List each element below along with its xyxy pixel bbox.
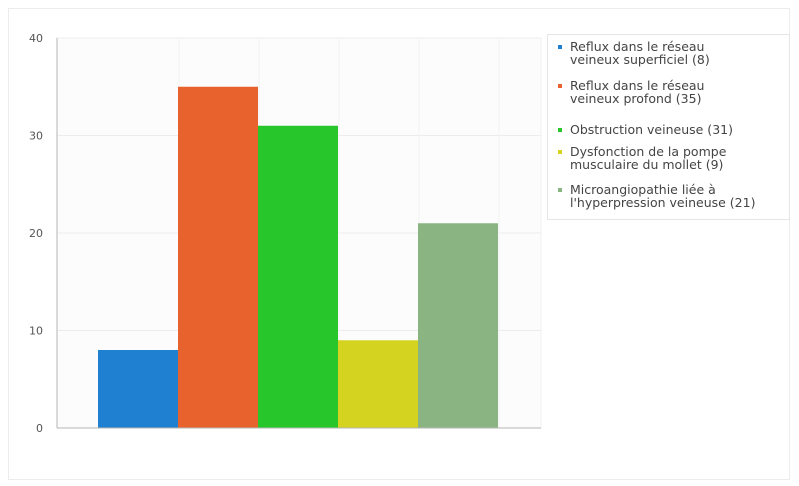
legend-label-3: Obstruction veineuse (31) bbox=[570, 122, 733, 137]
y-tick-label: 0 bbox=[36, 422, 43, 435]
legend-swatch-4 bbox=[558, 150, 562, 154]
axis-layer: 0 10 20 30 40 bbox=[29, 32, 541, 435]
y-tick-label: 10 bbox=[29, 325, 43, 338]
legend-label-4: musculaire du mollet (9) bbox=[570, 157, 723, 172]
bar-4 bbox=[338, 340, 418, 428]
legend-label-5: Microangiopathie liée à bbox=[570, 182, 716, 197]
legend-label-1: Reflux dans le réseau bbox=[570, 39, 704, 54]
legend-swatch-5 bbox=[558, 188, 562, 192]
legend-label-2: Reflux dans le réseau bbox=[570, 78, 704, 93]
bar-2 bbox=[178, 86, 258, 428]
legend-label-5: l'hyperpression veineuse (21) bbox=[570, 195, 755, 210]
legend-label-2: veineux profond (35) bbox=[570, 91, 701, 106]
legend-swatch-3 bbox=[558, 128, 562, 132]
bar-1 bbox=[98, 350, 178, 428]
legend-label-1: veineux superficiel (8) bbox=[570, 52, 710, 67]
legend-swatch-1 bbox=[558, 45, 562, 49]
y-tick-label: 30 bbox=[29, 130, 43, 143]
y-tick-label: 40 bbox=[29, 32, 43, 45]
bar-3 bbox=[258, 125, 338, 428]
y-tick-label: 20 bbox=[29, 227, 43, 240]
bars-layer bbox=[98, 86, 498, 428]
legend-swatch-2 bbox=[558, 84, 562, 88]
legend-box bbox=[547, 34, 790, 220]
legend-label-4: Dysfonction de la pompe bbox=[570, 144, 727, 159]
bar-5 bbox=[418, 223, 498, 428]
